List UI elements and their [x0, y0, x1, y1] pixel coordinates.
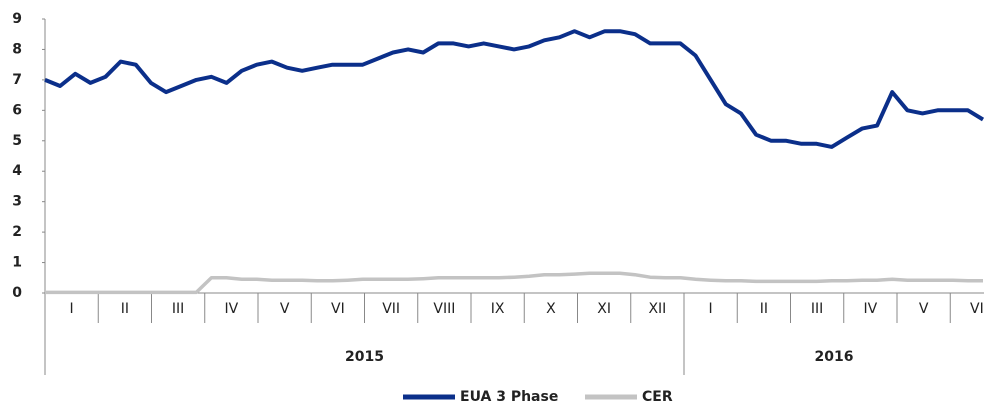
x-tick-label: IX	[491, 301, 505, 317]
y-tick-label: 8	[12, 41, 22, 57]
x-tick-label: I	[709, 301, 713, 317]
x-tick-label: VIII	[433, 301, 455, 317]
year-label: 2016	[815, 349, 854, 365]
x-tick-label: VII	[382, 301, 400, 317]
x-tick-label: VI	[970, 301, 984, 317]
y-tick-label: 3	[12, 194, 22, 210]
y-tick-label: 5	[12, 133, 22, 149]
x-tick-label: III	[172, 301, 184, 317]
x-tick-label: V	[280, 301, 290, 317]
y-tick-label: 1	[12, 255, 22, 271]
y-tick-label: 9	[12, 11, 22, 27]
x-tick-label: II	[760, 301, 768, 317]
y-tick-label: 6	[12, 102, 22, 118]
y-tick-label: 2	[12, 224, 22, 240]
series-line	[44, 29, 984, 149]
x-tick-label: IV	[225, 301, 239, 317]
legend-label: EUA 3 Phase	[460, 389, 558, 405]
y-tick-label: 4	[12, 163, 22, 179]
y-tick-label: 0	[12, 285, 22, 301]
x-tick-label: XI	[597, 301, 611, 317]
x-tick-label: X	[546, 301, 556, 317]
legend-label: CER	[642, 389, 673, 405]
y-tick-label: 7	[12, 72, 22, 88]
x-tick-label: V	[919, 301, 929, 317]
series-line	[45, 271, 983, 295]
x-tick-label: XII	[648, 301, 666, 317]
x-tick-label: I	[70, 301, 74, 317]
x-tick-label: III	[811, 301, 823, 317]
x-tick-label: IV	[864, 301, 878, 317]
x-tick-label: VI	[331, 301, 345, 317]
x-tick-label: II	[121, 301, 129, 317]
year-label: 2015	[345, 349, 384, 365]
